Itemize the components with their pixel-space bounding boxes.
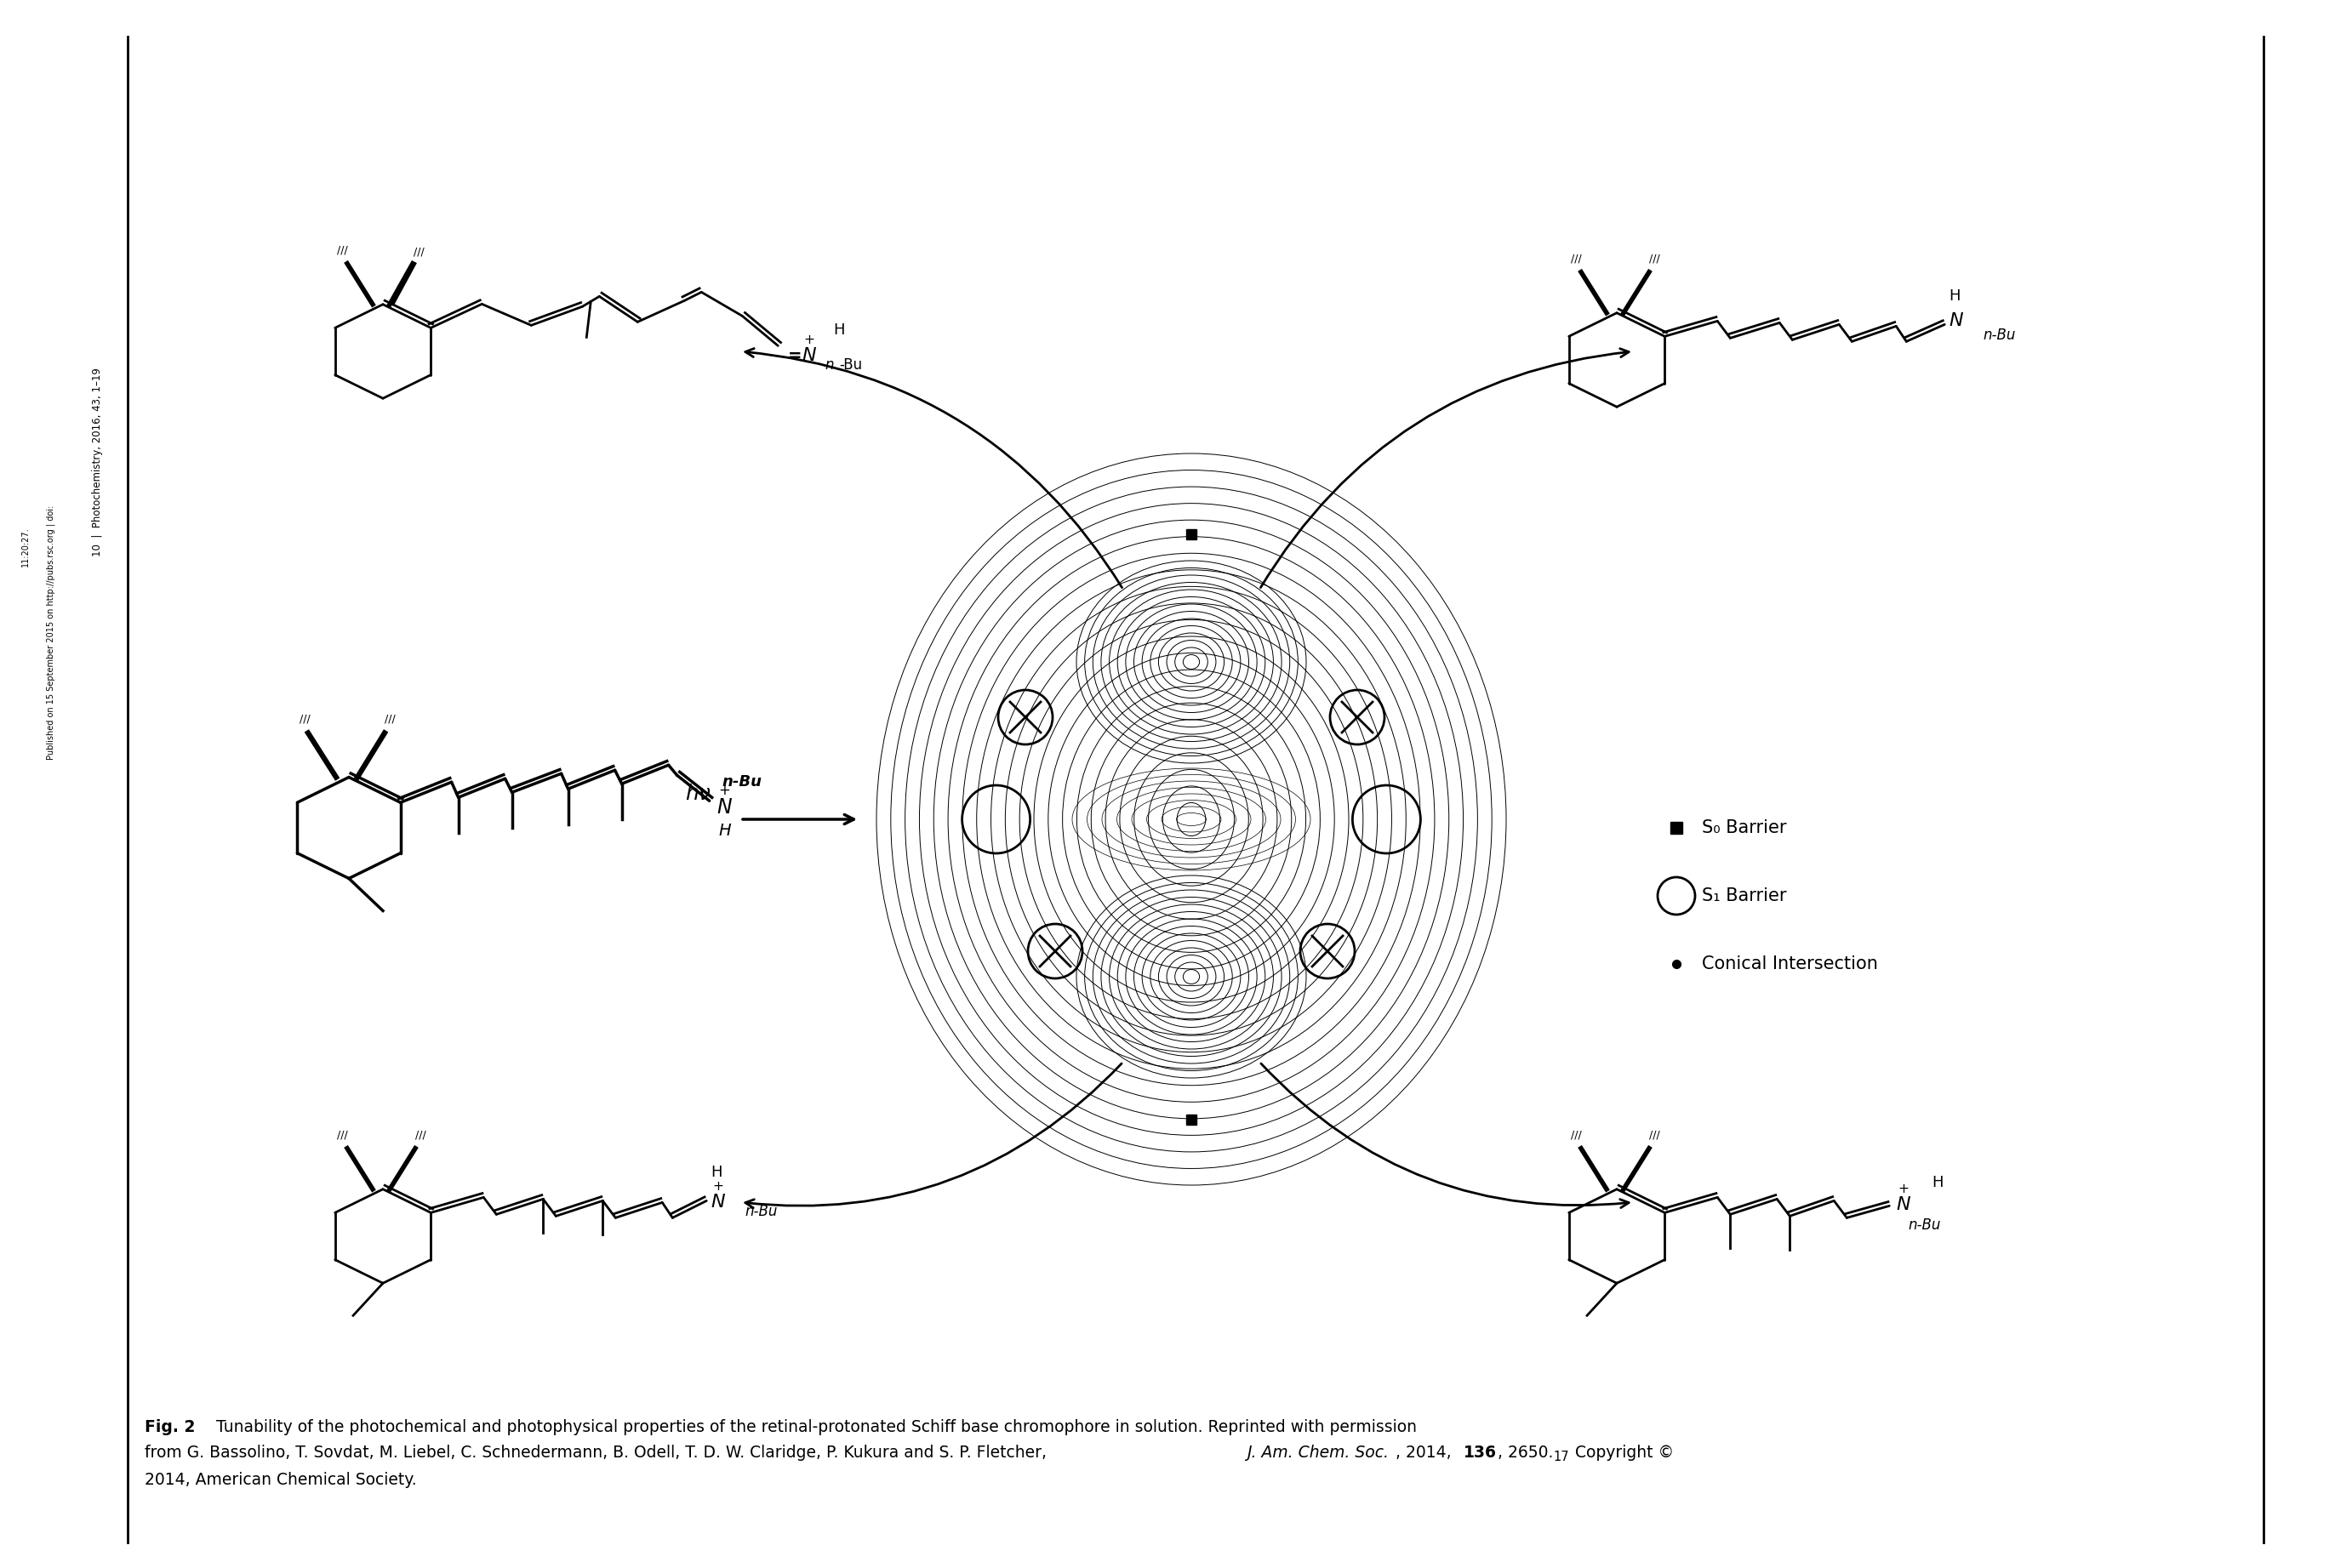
Text: n: n bbox=[826, 358, 833, 373]
Text: , 2014,: , 2014, bbox=[1395, 1444, 1456, 1461]
Text: Tunability of the photochemical and photophysical properties of the retinal-prot: Tunability of the photochemical and phot… bbox=[207, 1419, 1416, 1435]
Text: ///: /// bbox=[414, 1129, 426, 1140]
Text: ///: /// bbox=[1649, 254, 1661, 265]
Text: Copyright ©: Copyright © bbox=[1571, 1444, 1675, 1461]
Text: S₀ Barrier: S₀ Barrier bbox=[1703, 820, 1788, 836]
Text: n-Bu: n-Bu bbox=[722, 775, 762, 790]
Text: Fig. 2: Fig. 2 bbox=[146, 1419, 195, 1435]
Text: ///: /// bbox=[1571, 1129, 1581, 1140]
Text: ///: /// bbox=[299, 713, 310, 724]
Text: Published on 15 September 2015 on http://pubs.rsc.org | doi:: Published on 15 September 2015 on http:/… bbox=[47, 505, 56, 759]
Text: H: H bbox=[710, 1165, 722, 1181]
Text: from G. Bassolino, T. Sovdat, M. Liebel, C. Schnedermann, B. Odell, T. D. W. Cla: from G. Bassolino, T. Sovdat, M. Liebel,… bbox=[146, 1444, 1051, 1461]
Text: ///: /// bbox=[336, 1129, 348, 1140]
Text: $H$: $H$ bbox=[717, 823, 731, 839]
Text: $\overset{+}{N}$: $\overset{+}{N}$ bbox=[1896, 1184, 1912, 1214]
Text: H: H bbox=[1950, 289, 1959, 304]
Text: 11:20:27.: 11:20:27. bbox=[21, 527, 31, 568]
Text: -Bu: -Bu bbox=[840, 358, 863, 373]
Text: H: H bbox=[1931, 1176, 1943, 1190]
Text: Conical Intersection: Conical Intersection bbox=[1703, 955, 1877, 972]
Text: 10  |  Photochemistry, 2016, 43, 1–19: 10 | Photochemistry, 2016, 43, 1–19 bbox=[92, 367, 103, 557]
Text: n-Bu: n-Bu bbox=[1983, 328, 2016, 343]
Text: S₁ Barrier: S₁ Barrier bbox=[1703, 887, 1788, 905]
Text: 136: 136 bbox=[1463, 1444, 1496, 1461]
Text: $\overset{+}{N}$: $\overset{+}{N}$ bbox=[710, 1182, 727, 1212]
Text: , 2650.: , 2650. bbox=[1498, 1444, 1552, 1461]
Text: 2014, American Chemical Society.: 2014, American Chemical Society. bbox=[146, 1472, 416, 1488]
Text: hν: hν bbox=[684, 784, 710, 804]
Text: $\overset{+}{N}$: $\overset{+}{N}$ bbox=[802, 336, 816, 365]
Text: $\overset{}{N}$: $\overset{}{N}$ bbox=[1950, 310, 1964, 331]
Text: J. Am. Chem. Soc.: J. Am. Chem. Soc. bbox=[1247, 1444, 1388, 1461]
Text: n-Bu: n-Bu bbox=[1907, 1218, 1940, 1232]
Text: ///: /// bbox=[1571, 254, 1581, 265]
Text: ///: /// bbox=[1649, 1129, 1661, 1140]
Text: $\overset{+}{N}$: $\overset{+}{N}$ bbox=[715, 787, 731, 818]
Text: ///: /// bbox=[336, 245, 348, 256]
Text: n-Bu: n-Bu bbox=[746, 1204, 779, 1220]
Text: 17: 17 bbox=[1552, 1450, 1569, 1463]
Text: H: H bbox=[833, 323, 844, 339]
Text: ///: /// bbox=[414, 246, 423, 257]
Text: ///: /// bbox=[383, 713, 395, 724]
Text: $\bf{=}$: $\bf{=}$ bbox=[786, 347, 802, 362]
